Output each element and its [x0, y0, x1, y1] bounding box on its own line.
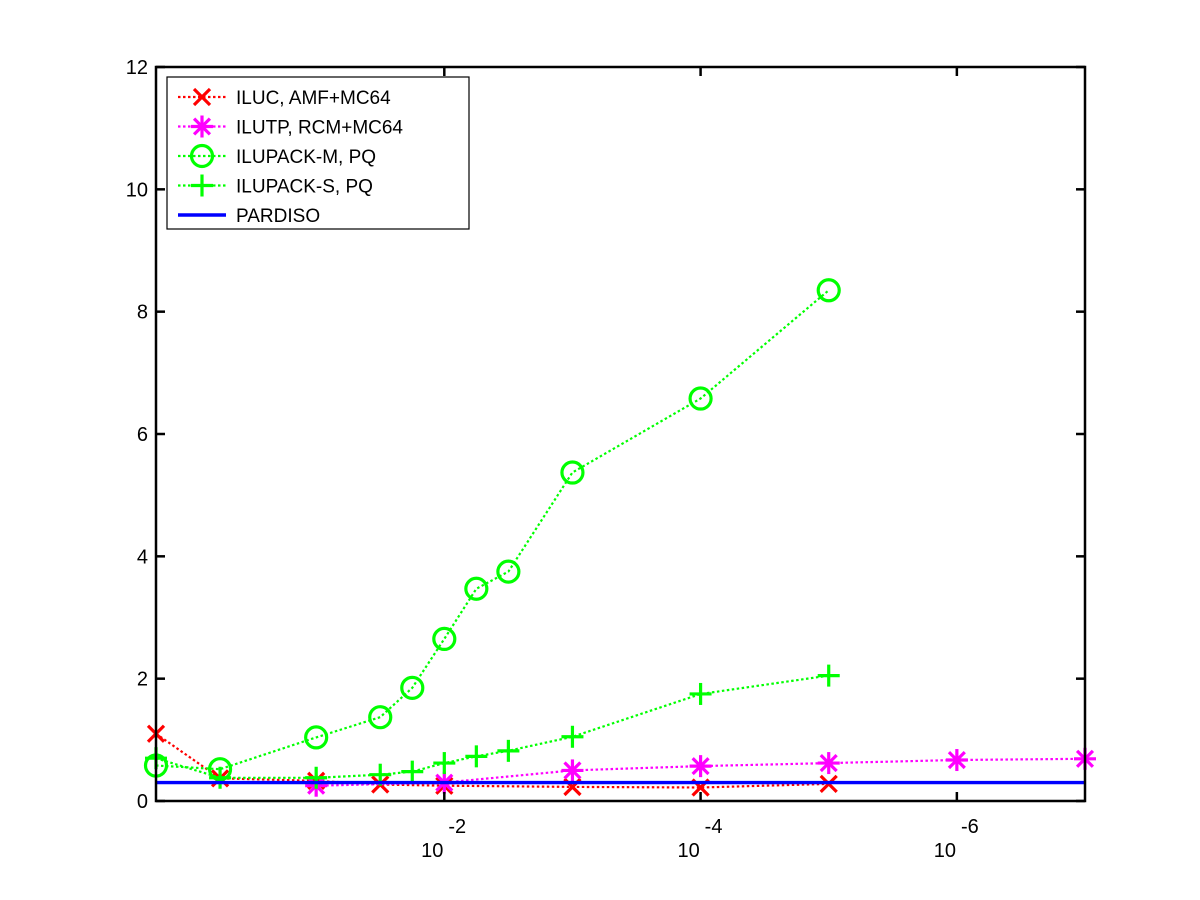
data-point [817, 752, 840, 775]
x-tick-label-exponent: -6 [961, 816, 979, 838]
legend-label: ILUC, AMF+MC64 [236, 88, 391, 109]
y-tick-label: 8 [137, 302, 148, 324]
x-tick-label-exponent: -2 [448, 816, 466, 838]
data-point [433, 752, 456, 775]
legend-entry: PARDISO [178, 206, 320, 227]
data-point [560, 460, 585, 485]
data-point [945, 749, 968, 772]
data-point [816, 278, 841, 303]
x-tick-label-base: 10 [677, 840, 699, 862]
y-tick-label: 6 [137, 424, 148, 446]
data-point [305, 766, 328, 789]
data-point [497, 739, 520, 762]
legend-marker [191, 115, 213, 138]
legend-label: ILUPACK-M, PQ [236, 147, 376, 168]
legend-marker [191, 174, 213, 197]
series-line [155, 732, 829, 789]
x-tick-label-base: 10 [934, 840, 956, 862]
legend-label: ILUTP, RCM+MC64 [236, 118, 403, 139]
legend: ILUC, AMF+MC64 ILUTP, RCM+MC64 ILUPACK-M, … [166, 76, 470, 230]
series-line [155, 674, 829, 779]
legend-marker [192, 87, 212, 107]
legend-entry: ILUPACK-S, PQ [178, 174, 373, 198]
data-point [400, 675, 425, 700]
y-tick-label: 0 [137, 791, 148, 813]
y-tick-label: 10 [126, 179, 148, 201]
x-tick-label-exponent: -4 [705, 816, 723, 838]
x-tick-label: 10 -4 [677, 816, 722, 862]
legend-label: ILUPACK-S, PQ [236, 177, 373, 198]
data-point [432, 626, 457, 652]
data-point [817, 664, 840, 687]
legend-entry: ILUTP, RCM+MC64 [178, 115, 403, 139]
data-point [689, 755, 712, 778]
data-point [368, 705, 393, 730]
data-point [561, 759, 584, 782]
x-tick-label: 10-6 [934, 816, 979, 862]
data-point [689, 682, 712, 705]
legend-entry: ILUPACK-M, PQ [178, 143, 376, 169]
data-point [209, 766, 232, 789]
series-line [155, 289, 830, 771]
legend-box [166, 76, 470, 230]
data-point [496, 559, 521, 584]
legend-marker [189, 143, 215, 169]
x-tick-label: 10-2 [421, 816, 466, 862]
data-point [464, 576, 489, 601]
data-point [688, 386, 713, 411]
y-tick-label: 2 [137, 669, 148, 691]
data-point [561, 725, 584, 748]
x-tick-label-base: 10 [421, 840, 443, 862]
y-tick-label: 12 [126, 57, 148, 79]
y-tick-label: 4 [137, 546, 148, 568]
data-point [401, 760, 424, 783]
data-point [465, 745, 488, 768]
legend-label: PARDISO [236, 206, 320, 227]
data-point [304, 725, 329, 750]
legend-entry: ILUC, AMF+MC64 [178, 87, 391, 109]
